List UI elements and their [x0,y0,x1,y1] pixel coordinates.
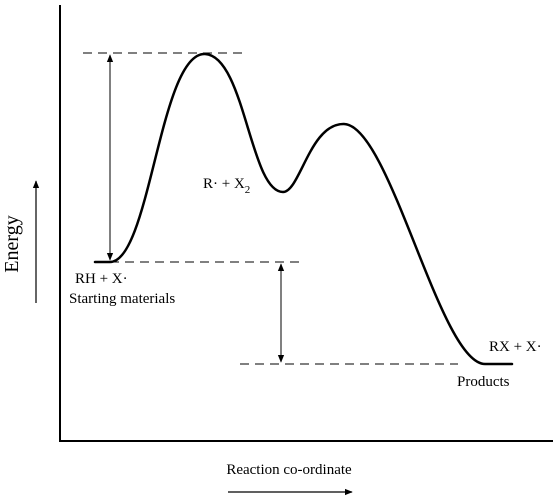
energy-curve [93,52,514,366]
products-caption: Products [457,374,510,390]
intermediate-label: R· + X2 [203,176,250,196]
x-axis-label: Reaction co-ordinate [226,462,352,478]
starting-species-label: RH + X· [75,271,128,287]
starting-materials-caption: Starting materials [69,291,175,307]
intermediate-label-main: R· + X [203,176,245,192]
y-axis-label: Energy [1,215,23,272]
product-species-label: RX + X· [489,339,542,355]
intermediate-label-subscript: 2 [245,184,251,196]
